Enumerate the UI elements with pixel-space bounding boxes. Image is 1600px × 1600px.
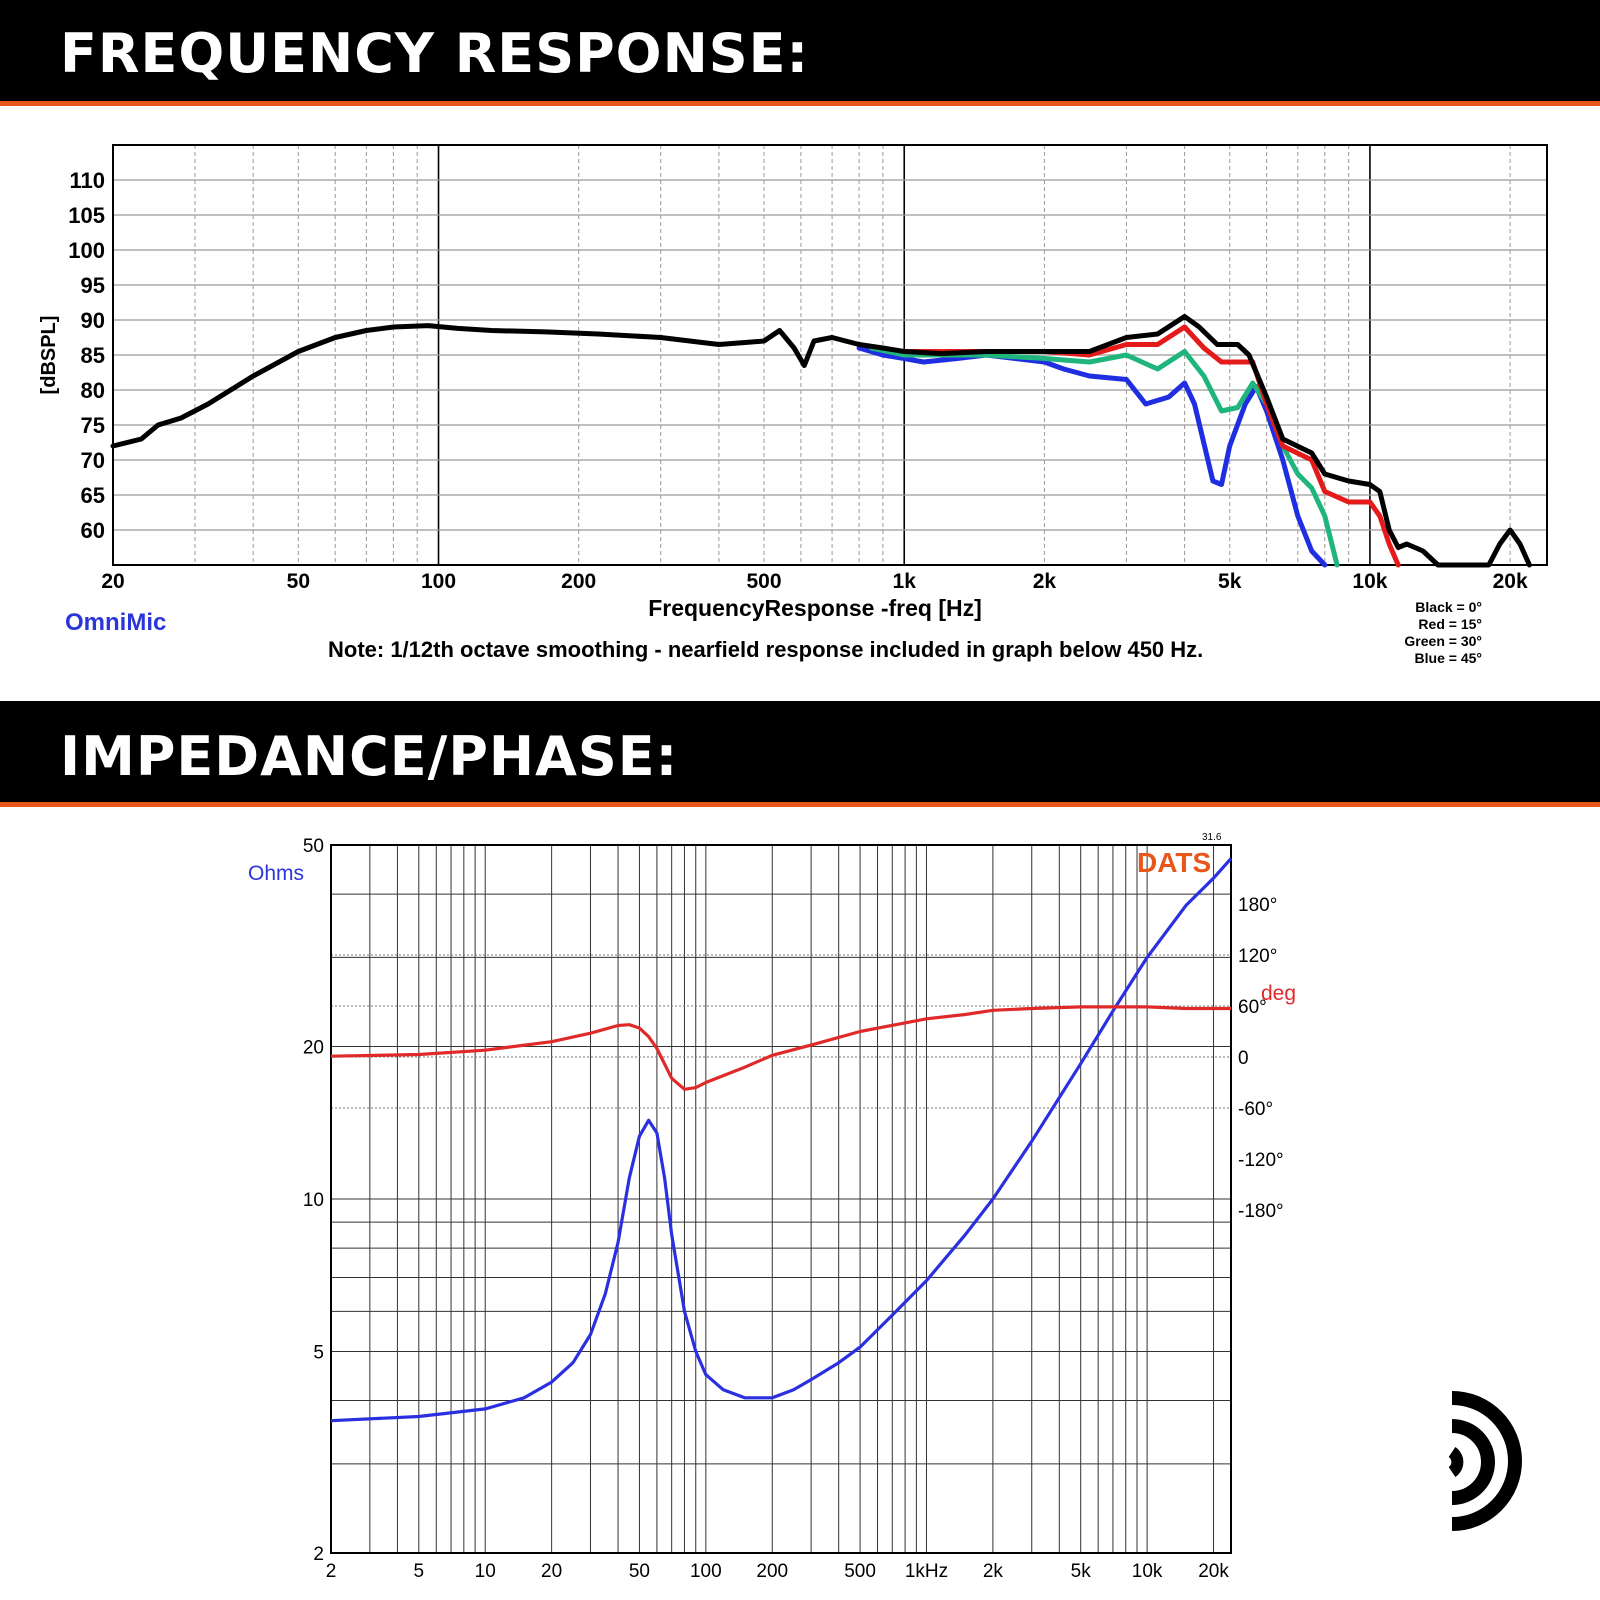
fr-x-tick-label: 20 — [101, 570, 124, 593]
fr-smoothing-note: Note: 1/12th octave smoothing - nearfiel… — [328, 637, 1203, 662]
imp-x-tick-label: 2 — [326, 1561, 337, 1582]
frequency-response-banner: FREQUENCY RESPONSE: — [0, 0, 1600, 106]
fr-y-tick-label: 70 — [81, 448, 105, 473]
imp-corner-value: 31.6 — [1202, 832, 1222, 843]
imp-y-tick-label: 20 — [303, 1038, 324, 1059]
imp-x-tick-label: 2k — [983, 1561, 1004, 1582]
imp-x-tick-label: 10 — [475, 1561, 496, 1582]
imp-y2-tick-label: -60° — [1238, 1099, 1273, 1120]
imp-y-tick-label: 50 — [303, 836, 324, 857]
fr-x-tick-label: 20k — [1493, 570, 1528, 593]
imp-dats-brand: DATS — [1137, 847, 1211, 878]
fr-legend-entry: Green = 30° — [1404, 633, 1482, 649]
fr-y-tick-label: 110 — [70, 168, 106, 193]
imp-x-tick-label: 1kHz — [905, 1561, 948, 1582]
imp-x-tick-label: 20 — [541, 1561, 562, 1582]
imp-x-tick-label: 20k — [1198, 1561, 1229, 1582]
brand-logo-icon — [1448, 1391, 1522, 1531]
fr-y-axis-label: [dBSPL] — [38, 316, 60, 395]
fr-x-tick-label: 2k — [1033, 570, 1057, 593]
fr-x-axis-label: FrequencyResponse -freq [Hz] — [648, 595, 982, 621]
fr-x-tick-label: 50 — [287, 570, 310, 593]
imp-y2-tick-label: -120° — [1238, 1150, 1284, 1171]
imp-deg-label: deg — [1261, 982, 1296, 1005]
fr-legend-entry: Black = 0° — [1415, 599, 1482, 615]
imp-x-tick-label: 5 — [414, 1561, 425, 1582]
frequency-response-title: FREQUENCY RESPONSE: — [60, 22, 810, 85]
fr-y-tick-label: 105 — [68, 203, 105, 228]
fr-plot-frame — [112, 144, 1548, 566]
imp-y2-tick-label: -180° — [1238, 1201, 1284, 1222]
fr-x-tick-label: 500 — [747, 570, 782, 593]
imp-series-line-impedance — [330, 857, 1233, 1423]
imp-x-tick-label: 100 — [690, 1561, 722, 1582]
fr-x-tick-label: 5k — [1218, 570, 1242, 593]
imp-y-tick-label: 10 — [303, 1190, 324, 1211]
fr-y-tick-label: 85 — [81, 343, 105, 368]
imp-x-tick-label: 500 — [844, 1561, 876, 1582]
fr-y-tick-label: 90 — [81, 308, 105, 333]
imp-x-tick-label: 50 — [629, 1561, 650, 1582]
fr-y-tick-label: 60 — [81, 518, 105, 543]
fr-y-tick-label: 100 — [68, 238, 105, 263]
fr-y-tick-label: 65 — [81, 483, 105, 508]
imp-y2-tick-label: 120° — [1238, 946, 1277, 967]
imp-series-line-phase — [330, 1005, 1231, 1091]
fr-series-line-green — [868, 345, 1340, 568]
impedance-phase-title: IMPEDANCE/PHASE: — [60, 725, 679, 788]
fr-x-tick-label: 10k — [1352, 570, 1387, 593]
frequency-response-chart: 60 65 70 75 80 85 90 95 100 105 110 20 50 100 200 500 1k… — [38, 144, 1548, 666]
fr-series-line-black — [110, 314, 1532, 568]
imp-plot-frame — [330, 844, 1232, 1554]
fr-legend-entry: Red = 15° — [1418, 616, 1482, 632]
fr-series-line-blue — [856, 345, 1328, 568]
fr-series-line-red — [901, 324, 1401, 568]
imp-y2-tick-label: 60° — [1238, 997, 1267, 1018]
fr-x-tick-label: 100 — [421, 570, 456, 593]
fr-x-tick-label: 1k — [893, 570, 917, 593]
impedance-phase-banner: IMPEDANCE/PHASE: — [0, 701, 1600, 807]
imp-y-tick-label: 5 — [313, 1342, 324, 1363]
fr-y-tick-label: 75 — [81, 413, 105, 438]
fr-omnimic-brand: OmniMic — [65, 609, 166, 636]
imp-x-tick-label: 10k — [1132, 1561, 1163, 1582]
fr-y-tick-label: 95 — [81, 273, 105, 298]
fr-legend-entry: Blue = 45° — [1415, 650, 1482, 666]
fr-x-tick-label: 200 — [561, 570, 596, 593]
imp-x-tick-label: 200 — [756, 1561, 788, 1582]
fr-y-tick-label: 80 — [81, 378, 105, 403]
imp-y2-tick-label: 0 — [1238, 1048, 1249, 1069]
imp-ohms-label: Ohms — [248, 862, 304, 885]
imp-y-tick-label: 2 — [313, 1544, 324, 1565]
imp-y2-tick-label: 180° — [1238, 895, 1277, 916]
imp-x-tick-label: 5k — [1071, 1561, 1092, 1582]
